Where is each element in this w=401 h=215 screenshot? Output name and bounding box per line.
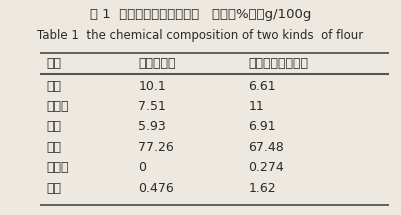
Text: Table 1  the chemical composition of two kinds  of flour: Table 1 the chemical composition of two … <box>37 29 364 42</box>
Text: 指标: 指标 <box>46 57 61 70</box>
Text: 11: 11 <box>249 100 264 113</box>
Text: 淠粉: 淠粉 <box>46 141 61 154</box>
Text: 7.51: 7.51 <box>138 100 166 113</box>
Text: 粗纤维: 粗纤维 <box>46 161 69 174</box>
Text: 1.62: 1.62 <box>249 182 276 195</box>
Text: 普通燕麦粉: 普通燕麦粉 <box>138 57 176 70</box>
Text: 6.91: 6.91 <box>249 120 276 133</box>
Text: 蛋白质: 蛋白质 <box>46 100 69 113</box>
Text: 0.476: 0.476 <box>138 182 174 195</box>
Text: 0: 0 <box>138 161 146 174</box>
Text: 6.61: 6.61 <box>249 80 276 92</box>
Text: 水分: 水分 <box>46 80 61 92</box>
Text: 10.1: 10.1 <box>138 80 166 92</box>
Text: 机械粉磎燕麦全粉: 机械粉磎燕麦全粉 <box>249 57 309 70</box>
Text: 5.93: 5.93 <box>138 120 166 133</box>
Text: 脂肪: 脂肪 <box>46 120 61 133</box>
Text: 0.274: 0.274 <box>249 161 284 174</box>
Text: 灰分: 灰分 <box>46 182 61 195</box>
Text: 表 1  两种粉样基本化学成分   单位（%）：g/100g: 表 1 两种粉样基本化学成分 单位（%）：g/100g <box>90 8 311 20</box>
Text: 67.48: 67.48 <box>249 141 284 154</box>
Text: 77.26: 77.26 <box>138 141 174 154</box>
